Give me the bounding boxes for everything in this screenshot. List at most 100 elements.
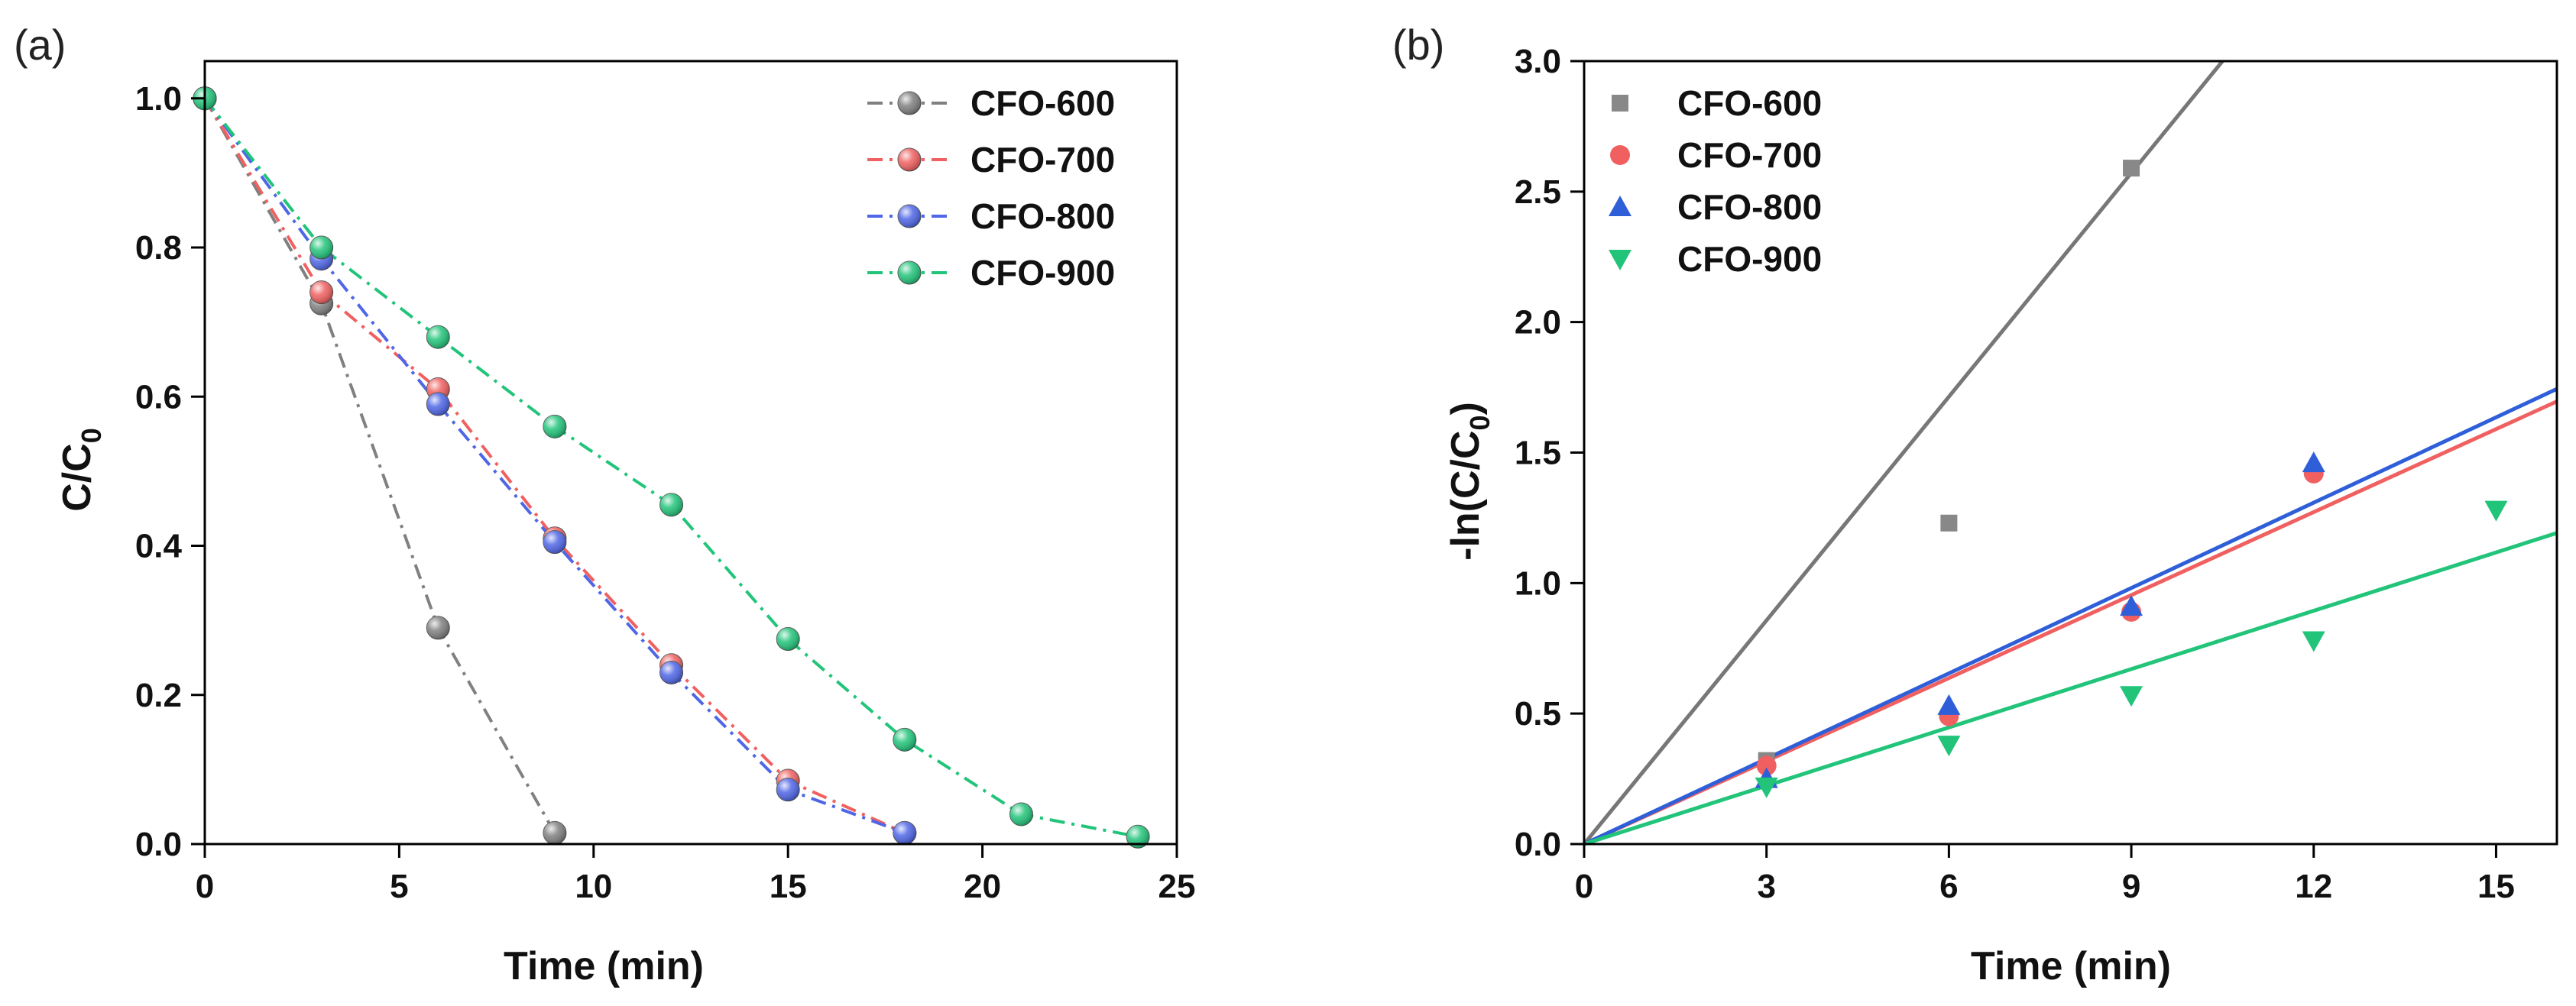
panel-a-x-ticks: 0 5 10 15 20 25 <box>196 844 1196 905</box>
legend-label: CFO-900 <box>1677 239 1822 279</box>
data-point-cfo-700 <box>309 280 334 305</box>
x-tick-label: 5 <box>390 868 408 905</box>
panel-b-fit-lines <box>1583 60 2558 846</box>
legend-marker-swatch <box>897 91 922 115</box>
legend-label: CFO-700 <box>1677 135 1822 175</box>
data-point-cfo-600 <box>2123 160 2140 177</box>
fit-line-cfo-600 <box>1583 60 2224 846</box>
panel-b-series-markers <box>1755 160 2508 798</box>
y-tick-label: 2.0 <box>1515 304 1561 341</box>
legend-label: CFO-900 <box>970 253 1115 293</box>
legend-label: CFO-600 <box>1677 83 1822 123</box>
y-tick-label: 0.5 <box>1515 695 1561 733</box>
panel-b-label: (b) <box>1392 21 1444 69</box>
data-point-cfo-900 <box>659 493 684 517</box>
data-point-cfo-800 <box>543 530 567 555</box>
y-tick-label: 0.8 <box>135 229 182 267</box>
legend-marker-swatch <box>1609 250 1631 270</box>
data-point-cfo-900 <box>1009 802 1033 826</box>
legend-marker-swatch <box>1610 145 1630 165</box>
legend-item-cfo-700: CFO-700 <box>867 140 1115 180</box>
x-tick-label: 0 <box>1575 868 1593 905</box>
fit-line-cfo-900 <box>1583 531 2558 846</box>
data-point-cfo-800 <box>1937 694 1961 715</box>
series-line-cfo-800 <box>203 97 906 835</box>
y-tick-label: 0.0 <box>1515 826 1561 863</box>
panel-b-plot-frame <box>1583 60 2558 846</box>
y-tick-label: 0.0 <box>135 826 182 863</box>
data-point-cfo-800 <box>2302 451 2325 473</box>
data-point-cfo-600 <box>426 616 450 640</box>
x-tick-label: 3 <box>1757 868 1775 905</box>
legend-item-cfo-800: CFO-800 <box>1609 187 1822 227</box>
data-point-cfo-600 <box>543 820 567 845</box>
panel-a-y-axis-title: C/C0 <box>55 428 107 512</box>
y-tick-label: 2.5 <box>1515 173 1561 211</box>
x-tick-label: 10 <box>575 868 612 905</box>
data-point-cfo-800 <box>893 820 917 845</box>
y-tick-label: 3.0 <box>1515 43 1561 80</box>
legend-marker-swatch <box>897 204 922 228</box>
data-point-cfo-900 <box>2302 631 2325 652</box>
panel-b-x-ticks: 0 3 6 9 12 15 <box>1575 844 2515 905</box>
legend-label: CFO-700 <box>970 140 1115 180</box>
data-point-cfo-900 <box>893 727 917 752</box>
data-point-cfo-900 <box>1755 777 1778 798</box>
legend-item-cfo-700: CFO-700 <box>1610 135 1822 175</box>
y-tick-label: 1.5 <box>1515 435 1561 472</box>
data-point-cfo-900 <box>543 414 567 438</box>
panel-a-y-ticks: 0.0 0.2 0.4 0.6 0.8 1.0 <box>135 80 205 863</box>
panel-a-x-axis-title: Time (min) <box>504 944 704 988</box>
panel-a-series-markers <box>193 86 1150 849</box>
panel-b-x-axis-title: Time (min) <box>1971 944 2171 988</box>
panel-b-y-ticks: 0.0 0.5 1.0 1.5 2.0 2.5 3.0 <box>1515 43 1584 863</box>
data-point-cfo-600 <box>1940 514 1958 532</box>
data-point-cfo-800 <box>659 660 684 684</box>
data-point-cfo-900 <box>776 627 800 652</box>
panel-b-legend: CFO-600 CFO-700 CFO-800 CFO-900 <box>1609 83 1822 279</box>
x-tick-label: 20 <box>964 868 1001 905</box>
x-tick-label: 25 <box>1158 868 1196 905</box>
data-point-cfo-800 <box>2120 595 2143 616</box>
legend-label: CFO-800 <box>1677 187 1822 227</box>
x-tick-label: 15 <box>770 868 807 905</box>
legend-item-cfo-900: CFO-900 <box>867 253 1115 293</box>
series-line-cfo-600 <box>203 97 556 834</box>
x-tick-label: 12 <box>2295 868 2332 905</box>
y-tick-label: 1.0 <box>1515 564 1561 602</box>
panel-b-y-axis-title: -ln(C/C0) <box>1444 402 1495 561</box>
data-point-cfo-800 <box>776 778 800 802</box>
x-tick-label: 0 <box>196 868 214 905</box>
y-tick-label: 0.4 <box>135 528 183 565</box>
data-point-cfo-900 <box>1126 824 1150 849</box>
legend-item-cfo-900: CFO-900 <box>1609 239 1822 279</box>
y-tick-label: 1.0 <box>135 80 182 118</box>
legend-label: CFO-600 <box>970 83 1115 123</box>
fit-line-cfo-800 <box>1583 387 2558 846</box>
data-point-cfo-900 <box>309 235 334 260</box>
legend-item-cfo-600: CFO-600 <box>867 83 1115 123</box>
data-point-cfo-800 <box>426 392 450 416</box>
series-line-cfo-700 <box>203 97 906 835</box>
data-point-cfo-900 <box>2484 500 2508 522</box>
legend-marker-swatch <box>897 147 922 172</box>
panel-a-plot-frame <box>203 60 1178 846</box>
x-tick-label: 15 <box>2477 868 2515 905</box>
x-tick-label: 9 <box>2122 868 2140 905</box>
legend-marker-swatch <box>1609 196 1631 216</box>
y-tick-label: 0.2 <box>135 677 182 714</box>
panel-a-legend: CFO-600 CFO-700 CFO-800 CFO-900 <box>867 83 1115 293</box>
panel-a: (a) 0 5 10 15 20 25 0.0 0.2 0.4 0.6 0.8 1.0 Time (… <box>14 21 1195 988</box>
panel-a-label: (a) <box>14 21 66 69</box>
x-tick-label: 6 <box>1939 868 1958 905</box>
y-tick-label: 0.6 <box>135 378 182 416</box>
legend-item-cfo-800: CFO-800 <box>867 196 1115 236</box>
legend-item-cfo-600: CFO-600 <box>1612 83 1822 123</box>
panel-b: (b) 0 3 6 9 12 15 0.0 0.5 1.0 1.5 2.0 2.5 3.0 Time … <box>1392 21 2558 988</box>
data-point-cfo-900 <box>1937 736 1961 757</box>
data-point-cfo-900 <box>2120 686 2143 707</box>
legend-marker-swatch <box>897 260 922 285</box>
legend-label: CFO-800 <box>970 196 1115 236</box>
data-point-cfo-700 <box>1756 755 1777 776</box>
